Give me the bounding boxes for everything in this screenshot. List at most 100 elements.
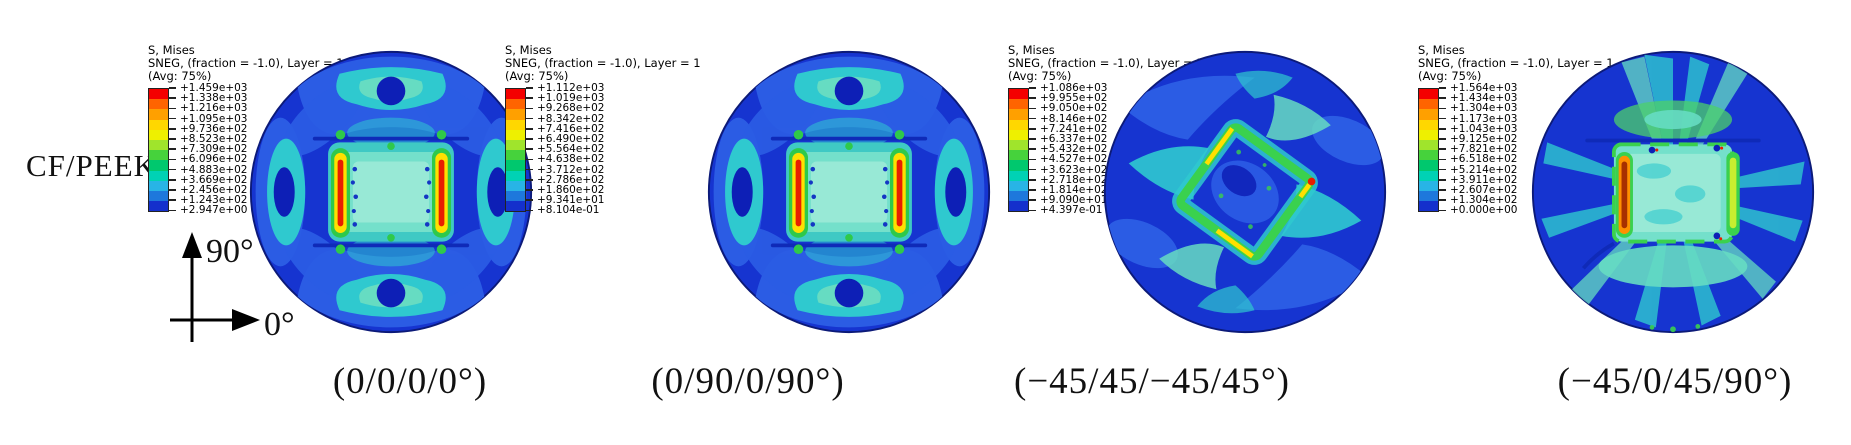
legend-colorbar: +1.459e+03 +1.338e+03 +1.216e+03 +1.095e+03… <box>148 82 378 218</box>
legend-value: +3.669e+02 <box>169 174 247 186</box>
legend-value: +2.947e+00 <box>169 204 247 216</box>
legend-value: +4.883e+02 <box>169 164 247 176</box>
legend-value: +6.096e+02 <box>169 153 247 165</box>
legend-tick <box>1439 209 1446 212</box>
legend-tick <box>1439 117 1446 120</box>
legend-value: +9.050e+02 <box>1029 102 1107 114</box>
legend-color-band <box>506 160 525 171</box>
legend-color-band <box>149 170 168 181</box>
legend-color-band <box>1009 170 1028 181</box>
legend-tick <box>169 179 176 181</box>
legend-value: +1.434e+03 <box>1439 92 1517 104</box>
legend-value: +8.342e+02 <box>526 113 604 125</box>
legend-tick <box>1439 107 1446 110</box>
legend-color-band <box>1009 119 1028 130</box>
legend-value: +3.623e+02 <box>1029 164 1107 176</box>
legend-color-band <box>149 99 168 110</box>
legend-value: +7.241e+02 <box>1029 123 1107 135</box>
legend-value: +1.243e+02 <box>169 194 247 206</box>
legend-colorbar: +1.564e+03 +1.434e+03 +1.304e+03 +1.173e+03… <box>1418 82 1648 218</box>
legend-tick <box>169 158 176 161</box>
legend-value: +8.146e+02 <box>1029 113 1107 125</box>
legend-value: +6.337e+02 <box>1029 133 1107 145</box>
legend-tick <box>526 199 533 201</box>
legend-tick <box>1439 158 1446 161</box>
legend-color-column <box>505 88 526 213</box>
legend-tick <box>1439 138 1446 140</box>
legend-value: +5.214e+02 <box>1439 164 1517 176</box>
legend-value: +6.490e+02 <box>526 133 604 145</box>
layup-caption: (−45/0/45/90°) <box>1557 361 1793 402</box>
legend-value: +9.125e+02 <box>1439 133 1517 145</box>
legend-value: +2.607e+02 <box>1439 184 1517 196</box>
legend-value: +7.416e+02 <box>526 123 604 135</box>
legend-color-band <box>1419 139 1438 151</box>
axis-0-label: 0° <box>264 306 295 343</box>
legend-averaging: (Avg: 75%) <box>1418 69 1482 83</box>
legend-color-column <box>1008 88 1029 213</box>
legend-color-band <box>1419 190 1438 202</box>
legend-color-band <box>506 119 525 130</box>
stress-legend: S, Mises SNEG, (fraction = -1.0), Layer … <box>1418 44 1648 218</box>
layup-caption: (−45/45/−45/45°) <box>1013 361 1291 402</box>
legend-tick <box>1029 148 1036 150</box>
legend-color-band <box>149 129 168 140</box>
legend-value: +0.000e+00 <box>1439 204 1517 216</box>
legend-title: S, Mises <box>1418 43 1465 57</box>
legend-color-band <box>1419 109 1438 120</box>
legend-color-band <box>149 119 168 130</box>
contour-plot-m45-0-45-90 <box>1530 49 1816 335</box>
axis-90-label: 90° <box>206 233 254 270</box>
material-label: CF/PEEK <box>26 148 158 183</box>
legend-tick <box>526 138 533 140</box>
legend-color-band <box>1009 150 1028 161</box>
legend-tick <box>1439 128 1446 130</box>
legend-title: S, Mises <box>1008 43 1055 57</box>
legend-tick <box>169 168 176 171</box>
legend-value: +3.911e+02 <box>1439 174 1517 186</box>
legend-tick <box>1029 209 1036 212</box>
legend-color-band <box>1419 160 1438 171</box>
legend-color-band <box>149 190 168 202</box>
legend-tick <box>526 168 533 171</box>
legend-color-band <box>1009 180 1028 191</box>
stress-legend: S, Mises SNEG, (fraction = -1.0), Layer … <box>505 44 735 218</box>
legend-color-band <box>149 160 168 171</box>
stress-legend: S, Mises SNEG, (fraction = -1.0), Layer … <box>1008 44 1238 218</box>
legend-color-band <box>1419 150 1438 161</box>
legend-tick <box>1439 97 1446 99</box>
legend-tick <box>1439 199 1446 201</box>
legend-tick <box>526 189 533 191</box>
legend-value: +5.432e+02 <box>1029 143 1107 155</box>
legend-value: +1.086e+03 <box>1029 82 1107 94</box>
legend-tick <box>1029 168 1036 171</box>
legend-color-band <box>1009 99 1028 110</box>
legend-color-band <box>506 150 525 161</box>
legend-value: +1.019e+03 <box>526 92 604 104</box>
legend-value: +1.173e+03 <box>1439 113 1517 125</box>
axis-up-arrow-icon <box>182 232 202 258</box>
legend-value: +1.860e+02 <box>526 184 604 196</box>
legend-tick <box>526 158 533 161</box>
legend-value: +9.955e+02 <box>1029 92 1107 104</box>
legend-value: +5.564e+02 <box>526 143 604 155</box>
legend-tick <box>526 117 533 120</box>
legend-value: +1.814e+02 <box>1029 184 1107 196</box>
legend-tick <box>1029 117 1036 120</box>
legend-color-band <box>1009 89 1028 100</box>
legend-value: +7.821e+02 <box>1439 143 1517 155</box>
legend-tick <box>1439 148 1446 150</box>
legend-tick <box>526 128 533 130</box>
legend-value: +4.397e-01 <box>1029 204 1102 216</box>
legend-value: +9.736e+02 <box>169 123 247 135</box>
legend-color-band <box>1009 160 1028 171</box>
legend-color-band <box>1009 109 1028 120</box>
legend-tick <box>169 138 176 140</box>
legend-value: +6.518e+02 <box>1439 153 1517 165</box>
legend-subtitle: SNEG, (fraction = -1.0), Layer = 1 <box>505 56 701 70</box>
legend-color-band <box>506 201 525 212</box>
legend-tick <box>169 97 176 99</box>
